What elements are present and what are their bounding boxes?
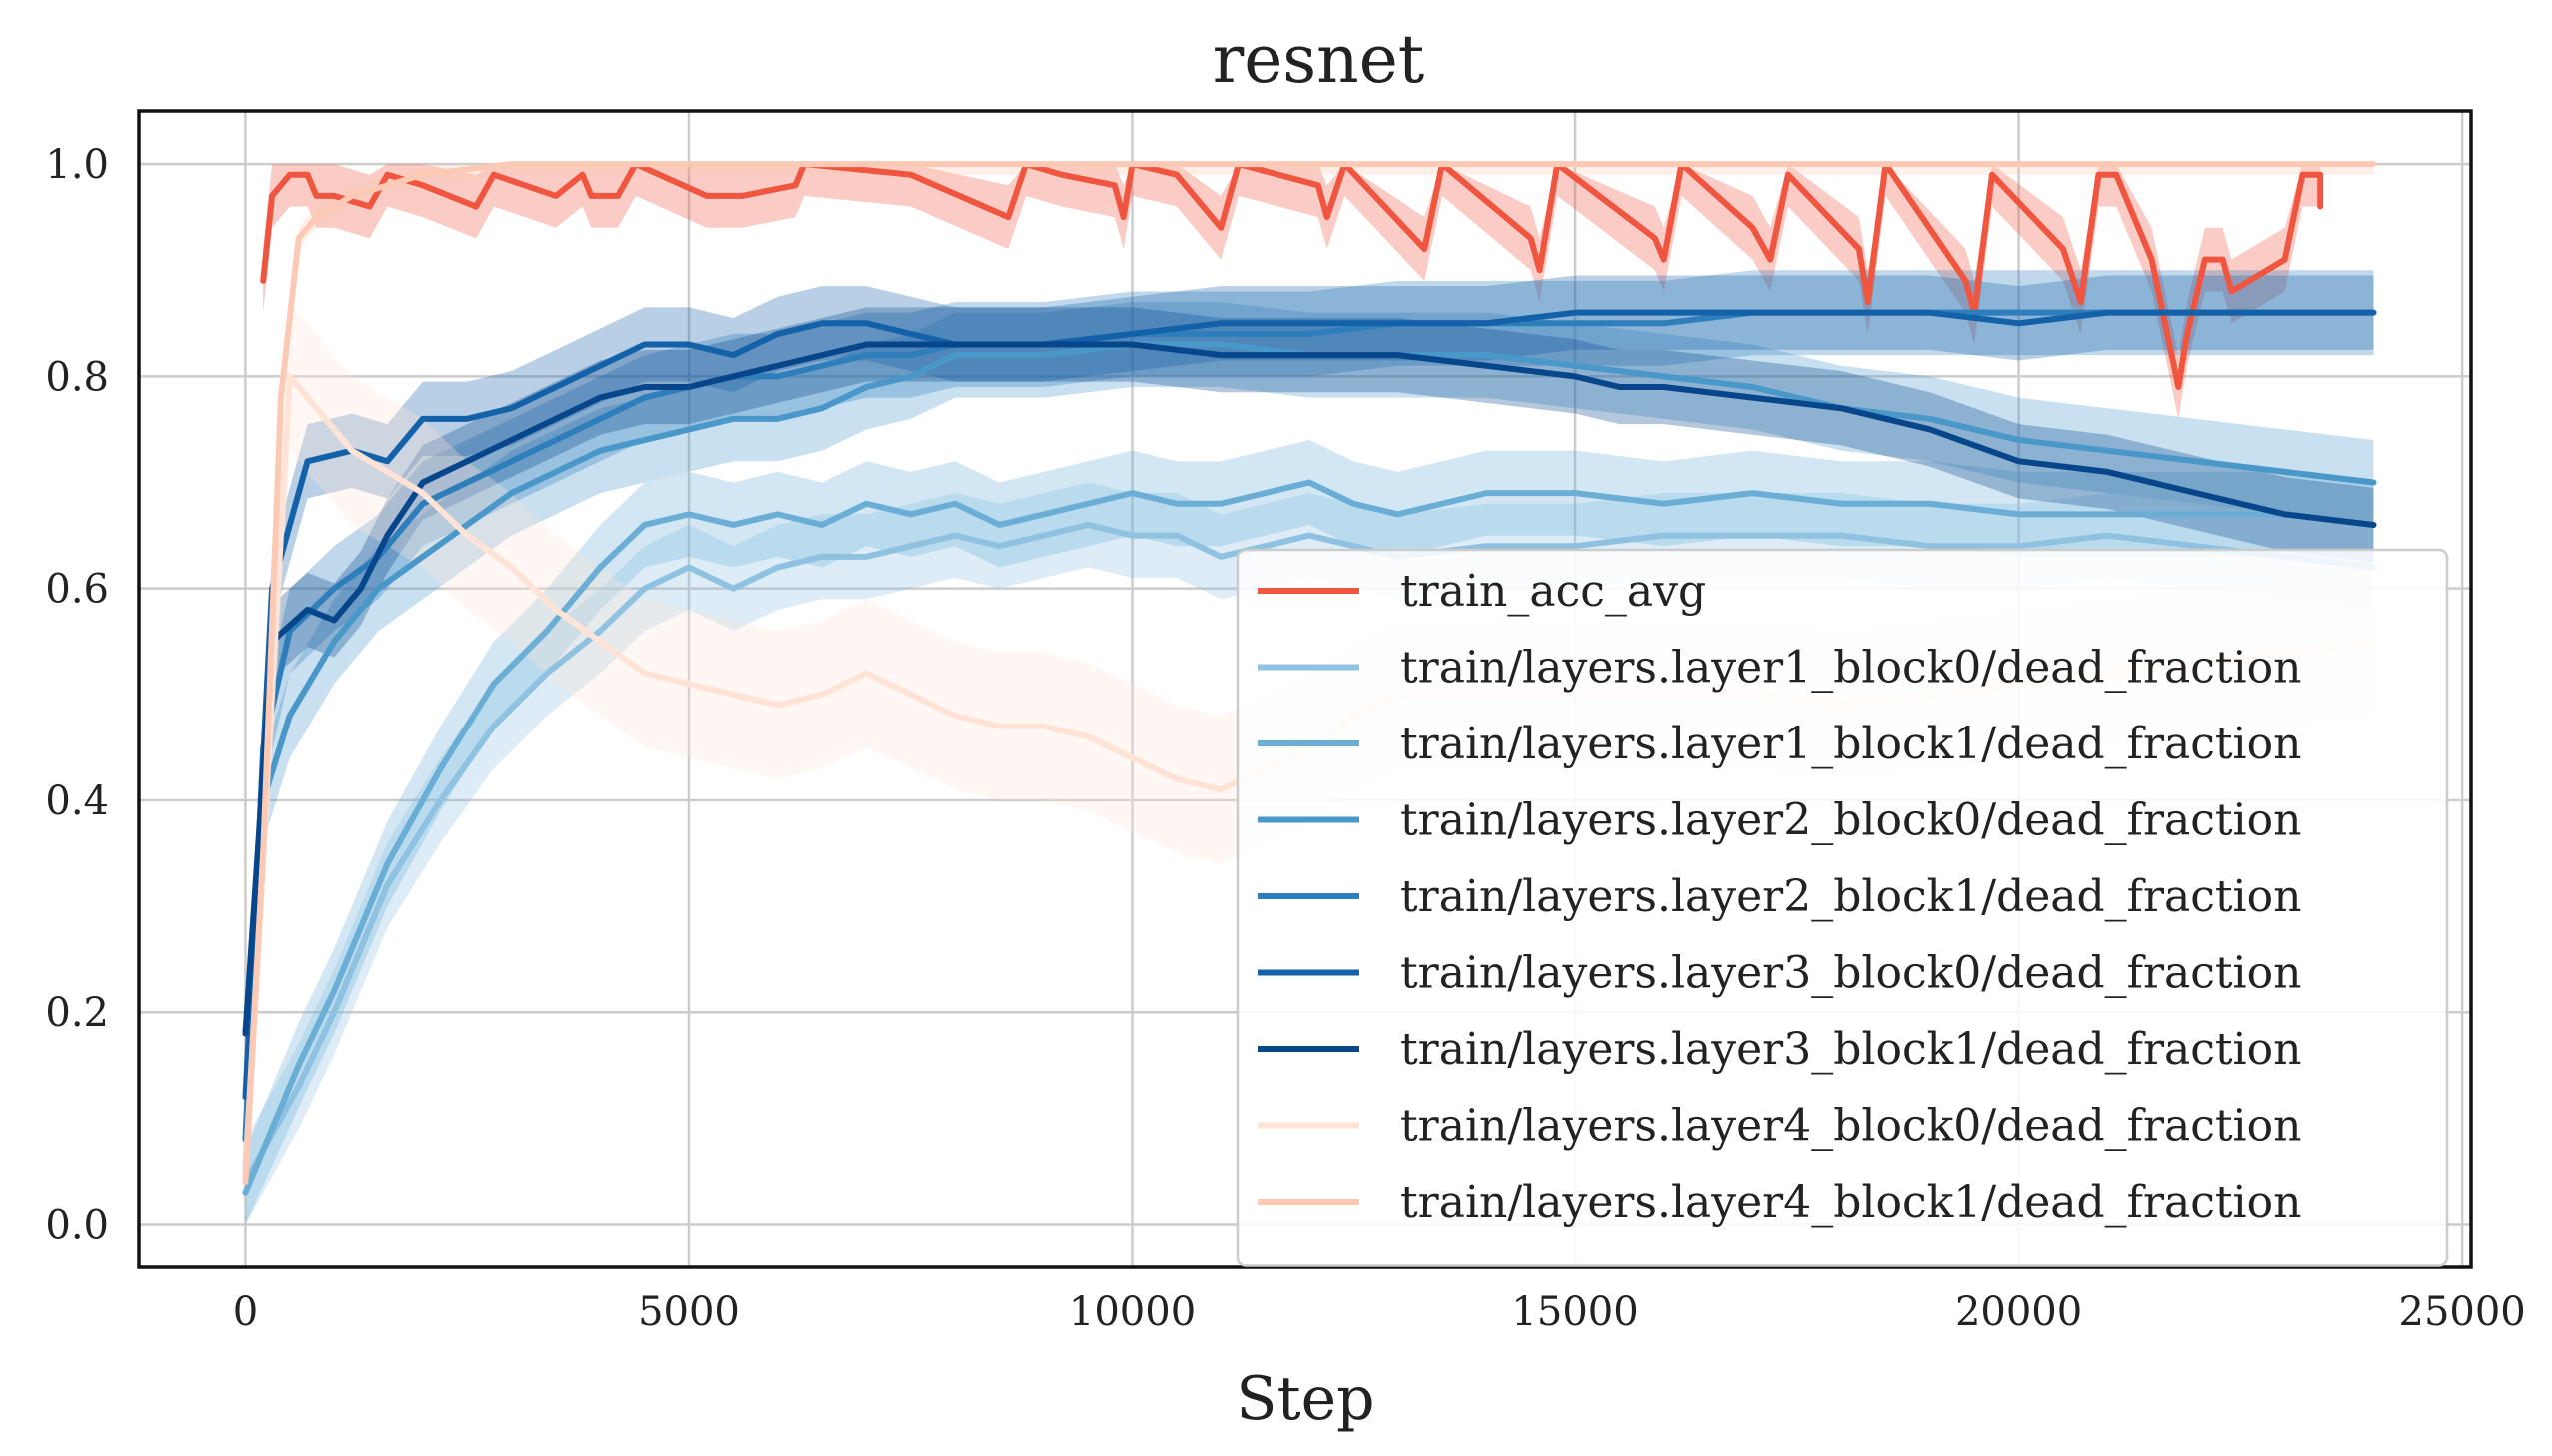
x-tick-label: 15000	[1511, 1289, 1638, 1335]
x-tick-label: 0	[233, 1289, 258, 1335]
legend-label: train_acc_avg	[1400, 566, 1706, 617]
series-line-0	[260, 161, 2324, 390]
y-tick-label: 0.0	[45, 1203, 109, 1249]
series-line-1	[242, 521, 2377, 1186]
series-band-0	[263, 164, 2321, 419]
legend-label: train/layers.layer4_block1/dead_fraction	[1400, 1177, 2301, 1228]
legend-label: train/layers.layer2_block0/dead_fraction	[1400, 795, 2301, 846]
x-tick-label: 25000	[2399, 1289, 2526, 1335]
y-tick-label: 0.4	[45, 778, 109, 824]
series-band-2	[245, 440, 2374, 1225]
chart-title: resnet	[1213, 21, 1425, 98]
legend-label: train/layers.layer2_block1/dead_fraction	[1400, 871, 2301, 922]
legend: train_acc_avg train/layers.layer1_block0/…	[1236, 548, 2449, 1267]
x-tick-labels: 0 5000 10000 15000 20000 25000	[233, 1289, 2526, 1335]
series-line-3	[242, 341, 2377, 1175]
y-tick-label: 0.8	[45, 354, 109, 400]
legend-label: train/layers.layer3_block1/dead_fraction	[1400, 1024, 2301, 1075]
series-line-8	[242, 161, 2377, 1186]
legend-box	[1236, 548, 2449, 1267]
legend-label: train/layers.layer3_block0/dead_fraction	[1400, 948, 2301, 999]
y-tick-label: 0.6	[45, 567, 109, 613]
x-axis-label: Step	[1236, 1364, 1374, 1434]
x-tick-label: 5000	[638, 1289, 740, 1335]
series-line-5	[242, 309, 2377, 1101]
y-tick-label: 1.0	[45, 142, 109, 188]
series-line-2	[242, 479, 2377, 1196]
series-line-6	[242, 341, 2377, 1037]
plot-frame	[137, 109, 2473, 1269]
y-tick-labels: 0.0 0.2 0.4 0.6 0.8 1.0	[45, 142, 109, 1248]
legend-label: train/layers.layer1_block0/dead_fraction	[1400, 643, 2301, 694]
y-tick-label: 0.2	[45, 990, 109, 1036]
legend-label: train/layers.layer1_block1/dead_fraction	[1400, 719, 2301, 769]
legend-label: train/layers.layer4_block0/dead_fraction	[1400, 1101, 2301, 1152]
x-tick-label: 20000	[1955, 1289, 2082, 1335]
x-tick-label: 10000	[1069, 1289, 1196, 1335]
